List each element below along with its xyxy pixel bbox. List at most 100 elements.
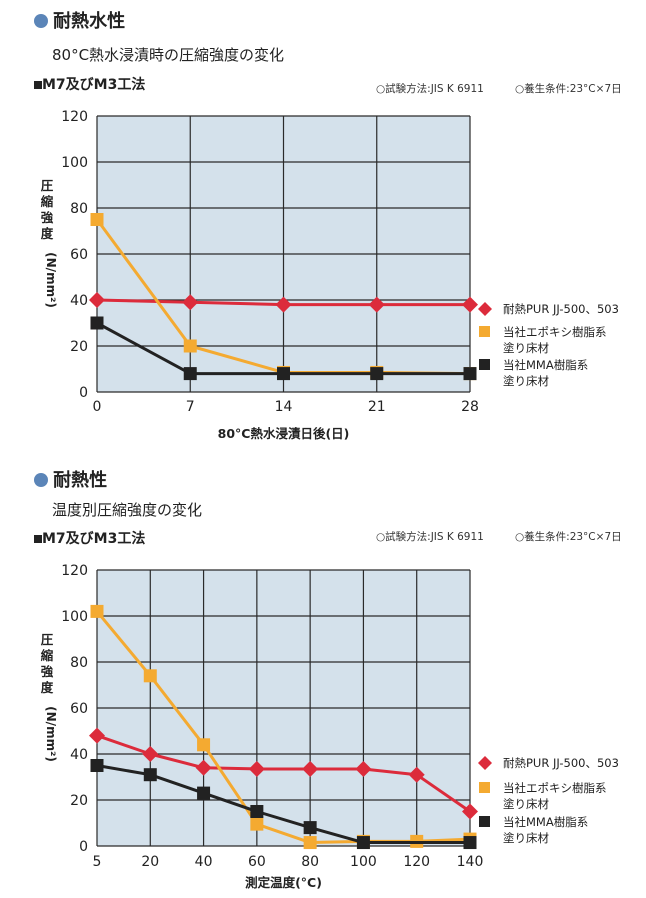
- data-point-square: [277, 367, 290, 381]
- section1-curing-condition: ○養生条件:23°C×7日: [515, 83, 622, 95]
- legend-label: 当社MMA樹脂系: [503, 815, 588, 829]
- bullet-circle-icon: [34, 14, 48, 28]
- method-square-icon: [34, 81, 42, 89]
- y-tick-label: 40: [70, 747, 88, 763]
- data-point-square: [90, 316, 104, 330]
- x-tick-label: 60: [248, 854, 266, 870]
- legend-marker-square: [479, 359, 490, 370]
- y-tick-label: 0: [79, 385, 88, 401]
- x-tick-label: 7: [186, 399, 195, 415]
- x-tick-label: 0: [93, 399, 102, 415]
- data-point-diamond: [462, 296, 478, 313]
- data-point-square: [370, 367, 384, 381]
- data-point-square: [90, 759, 104, 772]
- data-point-diamond: [368, 296, 385, 313]
- data-point-diamond: [182, 294, 199, 311]
- y-tick-label: 60: [70, 247, 88, 263]
- legend-label: 当社MMA樹脂系: [503, 358, 588, 372]
- chart-1: [89, 115, 492, 393]
- section1-header: 耐熱水性: [34, 7, 125, 33]
- data-point-square: [356, 836, 370, 850]
- x-tick-label: 14: [275, 399, 293, 415]
- y-axis-label-char: 強: [41, 664, 54, 679]
- legend-label: 耐熱PUR JJ-500、503: [503, 756, 619, 770]
- method-square-icon: [34, 535, 42, 543]
- x-tick-label: 40: [195, 854, 213, 870]
- y-axis-label-char: 縮: [41, 648, 54, 663]
- legend-label: 塗り床材: [503, 341, 549, 355]
- data-point-square: [197, 786, 211, 800]
- y-tick-label: 120: [61, 109, 88, 125]
- chart-2: [89, 569, 492, 850]
- data-point-diamond: [89, 727, 105, 744]
- data-point-square: [197, 738, 211, 752]
- y-tick-label: 100: [61, 155, 88, 171]
- y-tick-label: 80: [70, 655, 88, 671]
- y-axis-label-char: 度: [41, 226, 54, 241]
- data-point-diamond: [302, 760, 319, 777]
- section1-subtitle: 80°C熱水浸漬時の圧縮強度の変化: [52, 46, 285, 64]
- data-point-diamond: [195, 759, 212, 776]
- data-point-square: [250, 817, 264, 831]
- legend-label: 塗り床材: [503, 831, 549, 845]
- data-point-square: [463, 367, 477, 381]
- section2-header: 耐熱性: [34, 466, 107, 492]
- data-point-diamond: [89, 292, 105, 308]
- y-axis-unit: (N/mm²): [44, 252, 58, 308]
- y-tick-label: 80: [70, 201, 88, 217]
- x-tick-label: 100: [350, 854, 377, 870]
- data-point-square: [183, 367, 197, 381]
- legend-marker-square: [479, 816, 490, 827]
- x-axis-label: 測定温度(°C): [245, 875, 322, 890]
- legend-marker-square: [479, 782, 490, 793]
- legend-marker-square: [479, 326, 490, 337]
- data-point-square: [90, 213, 104, 226]
- data-point-diamond: [408, 766, 425, 783]
- data-point-square: [143, 669, 157, 683]
- data-point-square: [183, 339, 197, 353]
- y-tick-label: 100: [61, 609, 88, 625]
- data-point-diamond: [275, 296, 292, 313]
- y-tick-label: 0: [79, 839, 88, 855]
- legend-label: 当社エポキシ樹脂系: [503, 781, 607, 795]
- legend-marker-diamond: [478, 756, 492, 770]
- data-point-diamond: [142, 746, 159, 762]
- section1-test-method: ○試験方法:JIS K 6911: [376, 83, 484, 95]
- legend-label: 塗り床材: [503, 797, 549, 811]
- data-point-square: [250, 805, 264, 818]
- y-axis-label-char: 圧: [41, 632, 54, 647]
- section1-title: 耐熱水性: [53, 11, 126, 32]
- data-point-square: [90, 604, 104, 618]
- x-tick-label: 20: [141, 854, 159, 870]
- series-line-1: [96, 734, 471, 813]
- data-point-square: [303, 836, 317, 850]
- data-point-diamond: [248, 760, 265, 777]
- section1-method: M7及びM3工法: [34, 74, 145, 94]
- data-point-square: [303, 821, 317, 835]
- y-tick-label: 120: [61, 563, 88, 579]
- section2-method: M7及びM3工法: [34, 528, 145, 548]
- y-axis-label-char: 強: [41, 210, 54, 225]
- section2-curing-condition: ○養生条件:23°C×7日: [515, 531, 622, 543]
- y-tick-label: 40: [70, 293, 88, 309]
- section1-method-label: M7及びM3工法: [42, 77, 146, 93]
- y-tick-label: 20: [70, 793, 88, 809]
- legend-label: 当社エポキシ樹脂系: [503, 325, 607, 339]
- y-tick-label: 20: [70, 339, 88, 355]
- data-point-diamond: [355, 760, 372, 777]
- data-point-square: [143, 768, 157, 782]
- y-axis-label-char: 度: [41, 680, 54, 695]
- section2-subtitle: 温度別圧縮強度の変化: [52, 501, 203, 519]
- x-tick-label: 80: [301, 854, 319, 870]
- legend-label: 塗り床材: [503, 374, 549, 388]
- data-point-square: [463, 836, 477, 850]
- section2-method-label: M7及びM3工法: [42, 531, 146, 547]
- x-tick-label: 28: [461, 399, 479, 415]
- x-axis-label: 80°C熱水浸漬日後(日): [218, 426, 350, 441]
- y-axis-label-char: 縮: [41, 194, 54, 209]
- section2-title: 耐熱性: [53, 470, 108, 491]
- x-tick-label: 140: [457, 854, 484, 870]
- x-tick-label: 5: [93, 854, 102, 870]
- y-axis-unit: (N/mm²): [44, 706, 58, 762]
